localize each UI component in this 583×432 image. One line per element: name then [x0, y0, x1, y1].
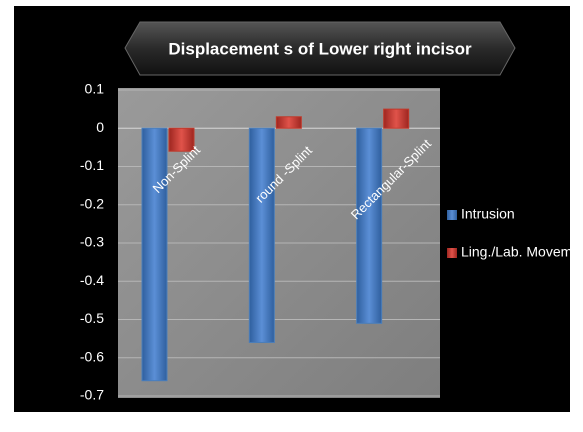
y-tick-label: -0.7: [80, 387, 104, 403]
bar: [383, 108, 410, 129]
bar: [141, 127, 168, 382]
bar: [168, 127, 195, 152]
bar: [275, 116, 302, 129]
legend-swatch: [447, 248, 457, 258]
chart-title: Displacement s of Lower right incisor: [168, 39, 472, 58]
y-tick-label: -0.3: [80, 234, 104, 250]
title-banner: [124, 21, 516, 76]
y-tick-label: 0: [96, 119, 104, 135]
y-tick-label: -0.4: [80, 272, 104, 288]
legend-label: Ling./Lab. Movem: [461, 244, 572, 260]
y-tick-label: -0.6: [80, 348, 104, 364]
y-tick-label: -0.2: [80, 195, 104, 211]
y-tick-label: -0.5: [80, 310, 104, 326]
bar: [356, 127, 383, 324]
legend-swatch: [447, 210, 457, 220]
legend-label: Intrusion: [461, 206, 515, 222]
y-tick-label: 0.1: [85, 81, 105, 97]
y-tick-label: -0.1: [80, 157, 104, 173]
bar: [248, 127, 275, 343]
